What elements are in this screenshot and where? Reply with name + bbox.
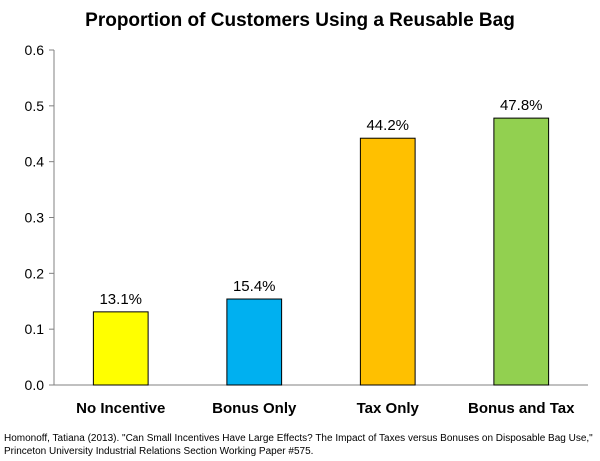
bars (92, 117, 550, 386)
y-tick-label: 0.0 (25, 377, 45, 393)
bar-no-incentive (92, 311, 149, 386)
y-tick-label: 0.5 (25, 98, 45, 114)
source-citation: Homonoff, Tatiana (2013). "Can Small Inc… (4, 433, 593, 457)
data-label: 47.8% (500, 97, 543, 114)
bar-bonus-only (226, 298, 283, 386)
chart-title: Proportion of Customers Using a Reusable… (85, 10, 515, 31)
y-tick-label: 0.4 (25, 154, 45, 170)
bar-chart: Proportion of Customers Using a Reusable… (25, 10, 588, 417)
y-tick-label: 0.1 (25, 321, 45, 337)
y-tick-label: 0.2 (25, 265, 45, 281)
y-tick-label: 0.3 (25, 210, 45, 226)
category-labels: No Incentive Bonus Only Tax Only Bonus and … (76, 400, 575, 417)
bar-tax-only (359, 137, 416, 386)
data-label: 15.4% (233, 278, 276, 295)
category-label: No Incentive (76, 400, 165, 417)
category-label: Tax Only (357, 400, 420, 417)
data-label: 13.1% (99, 291, 142, 308)
bar-bonus-and-tax (493, 117, 550, 386)
data-labels: 13.1% 15.4% 44.2% 47.8% (99, 97, 542, 308)
data-label: 44.2% (366, 117, 409, 134)
category-label: Bonus and Tax (468, 400, 575, 417)
category-label: Bonus Only (212, 400, 297, 417)
y-tick-label: 0.6 (25, 42, 45, 58)
y-axis-ticks: 0.0 0.1 0.2 0.3 0.4 0.5 0.6 (25, 42, 54, 393)
